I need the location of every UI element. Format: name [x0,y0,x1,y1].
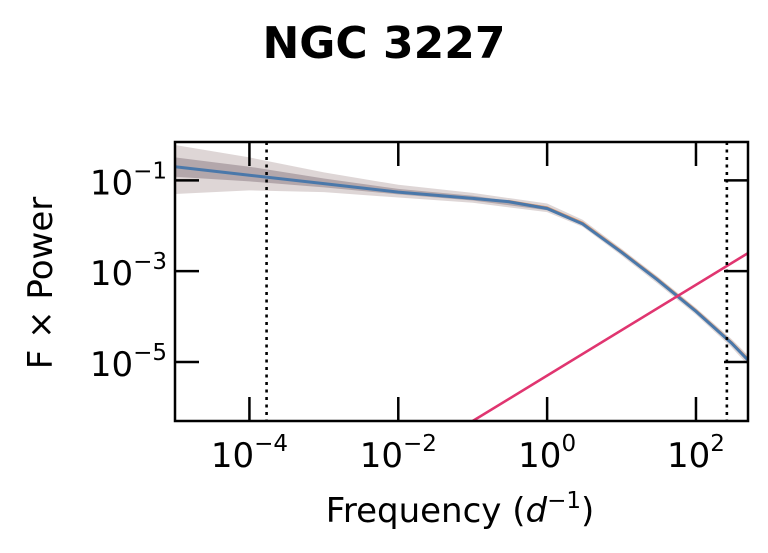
y-tick-label: 10−1 [90,158,167,203]
plot-frame [173,140,750,423]
axis-ticks [175,142,748,421]
x-tick-label: 102 [667,431,725,476]
noise-line [472,251,748,421]
y-tick-label: 10−3 [90,249,167,294]
tick-labels: 10−4 10−2 100 102 10−1 10−3 10−5 [90,158,725,476]
y-tick-label: 10−5 [90,340,167,385]
plot-area [175,142,748,421]
confidence-band-1 [175,145,748,366]
model-median-line [175,165,748,362]
x-tick-label: 100 [518,431,576,476]
y-axis-label: F × Power [21,197,61,369]
x-tick-label: 10−4 [211,431,288,476]
confidence-bands [175,145,748,366]
series-lines [175,165,748,421]
vertical-markers [265,142,729,421]
x-tick-label: 10−2 [360,431,437,476]
data-trace-line [507,199,748,361]
chart-title: NGC 3227 [262,18,505,69]
x-axis-label: Frequency (d−1) [326,488,595,531]
